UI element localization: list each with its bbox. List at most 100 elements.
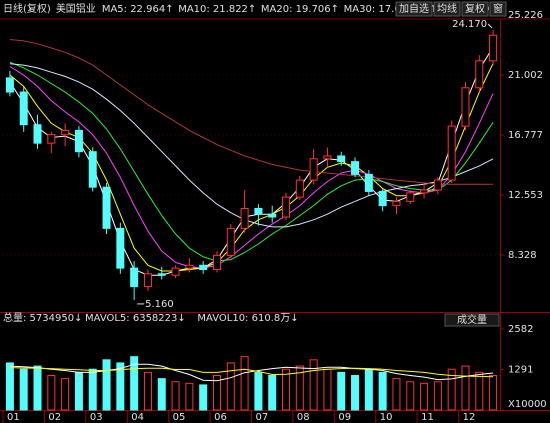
candle-body (185, 264, 194, 269)
volume-bar (337, 371, 346, 411)
legend-entry: MA5: 22.964 (102, 4, 165, 15)
toolbar-button-bg[interactable] (395, 1, 433, 17)
y-tick-label: 8.328 (508, 250, 537, 261)
candle-body (447, 125, 456, 181)
legend-trend: ↓ (290, 313, 298, 324)
volume-bar (88, 368, 97, 411)
volume-bar (143, 371, 152, 411)
candle-body (88, 151, 97, 188)
legend-entry: MAVOL10: 610.8万 (197, 313, 290, 324)
candle-body (226, 227, 235, 256)
candle-body (157, 273, 166, 276)
volume-bar (378, 371, 387, 411)
y-tick-label: X10000 (508, 399, 547, 410)
volume-bar (447, 368, 456, 411)
candle-body (433, 179, 442, 191)
x-tick-label: 08 (297, 412, 310, 423)
legend-trend: ↑ (331, 4, 339, 15)
toolbar-button-bg[interactable] (433, 1, 461, 17)
toolbar-button[interactable]: 加自选 (399, 2, 429, 15)
volume-bar (130, 356, 139, 411)
candle-body (268, 213, 277, 218)
volume-bar (212, 374, 221, 411)
volume-bar (282, 368, 291, 411)
candle-body (212, 254, 221, 271)
candle-body (254, 207, 263, 215)
candle-body (295, 179, 304, 198)
x-tick-label: 03 (90, 412, 103, 423)
volume-bar (268, 374, 277, 411)
volume-bar (185, 382, 194, 411)
candle-body (19, 91, 28, 126)
legend-entry: MA10: 21.822 (178, 4, 248, 15)
volume-bar (47, 374, 56, 411)
toolbar-button[interactable]: 均线 (437, 2, 457, 15)
candle-body (351, 161, 360, 175)
x-tick-label: 09 (338, 412, 351, 423)
y-tick-label: 2582 (508, 324, 533, 335)
volume-bar (295, 365, 304, 411)
candle-body (61, 129, 70, 136)
x-tick-label: 05 (173, 412, 186, 423)
legend-entry: MA20: 19.706 (261, 4, 331, 15)
volume-bar (199, 384, 208, 411)
volume-bar (33, 365, 42, 411)
x-tick-label: 12 (463, 412, 476, 423)
volume-bar (19, 368, 28, 411)
chart-title: 美国铝业 (56, 2, 96, 15)
candle-body (130, 267, 139, 288)
y-tick-label: 25.226 (508, 10, 543, 21)
candle-body (74, 129, 83, 153)
candle-body (378, 190, 387, 207)
volume-bar (433, 381, 442, 411)
candle-body (461, 87, 470, 127)
volume-bar (61, 378, 70, 411)
candle-body (420, 189, 429, 194)
volume-bar (323, 368, 332, 411)
volume-bar (420, 382, 429, 411)
volume-bar (392, 378, 401, 411)
toolbar-button[interactable]: 复权 (465, 2, 485, 15)
toolbar-button-bg[interactable] (461, 1, 489, 17)
candle-body (47, 134, 56, 144)
ma-line (9, 63, 494, 228)
legend-trend: ↑ (165, 4, 173, 15)
candle-body (282, 196, 291, 218)
y-tick-label: 12.553 (508, 190, 543, 201)
legend-entry: MA30: 17.667 (344, 4, 414, 15)
x-tick-label: 10 (380, 412, 393, 423)
x-tick-label: 01 (7, 412, 20, 423)
candle-body (102, 186, 111, 229)
indicator-button[interactable]: 成交量 (457, 313, 487, 326)
ma-line (9, 61, 494, 262)
volume-bar (309, 359, 318, 411)
legend-entry: MA60: 15.097 (426, 4, 496, 15)
candle-body (5, 77, 14, 93)
volume-header-bg (0, 313, 500, 323)
volume-bar (475, 371, 484, 411)
y-tick-label: 21.002 (508, 70, 543, 81)
candle-body (33, 124, 42, 144)
candle-body (475, 60, 484, 89)
volume-bar (157, 378, 166, 411)
high-annotation: 24.170 (452, 19, 487, 30)
candle-body (364, 173, 373, 192)
volume-bar (254, 371, 263, 411)
candle-body (199, 264, 208, 271)
x-tick-label: 02 (48, 412, 61, 423)
toolbar-button[interactable]: 窗 (493, 2, 503, 15)
candle-body (337, 155, 346, 163)
x-tick-label: 11 (421, 412, 434, 423)
ma-line (9, 39, 494, 185)
toolbar-button-bg[interactable] (489, 1, 507, 17)
volume-bar (461, 365, 470, 411)
legend-trend: ↑ (248, 4, 256, 15)
volume-bar (489, 374, 498, 411)
candle-body (309, 158, 318, 181)
y-tick-label: 16.777 (508, 130, 543, 141)
legend-entry: MAVOL5: 6358223 (85, 313, 177, 324)
legend-trend: ↓ (177, 313, 185, 324)
volume-bar (74, 371, 83, 411)
volume-bar (171, 381, 180, 411)
